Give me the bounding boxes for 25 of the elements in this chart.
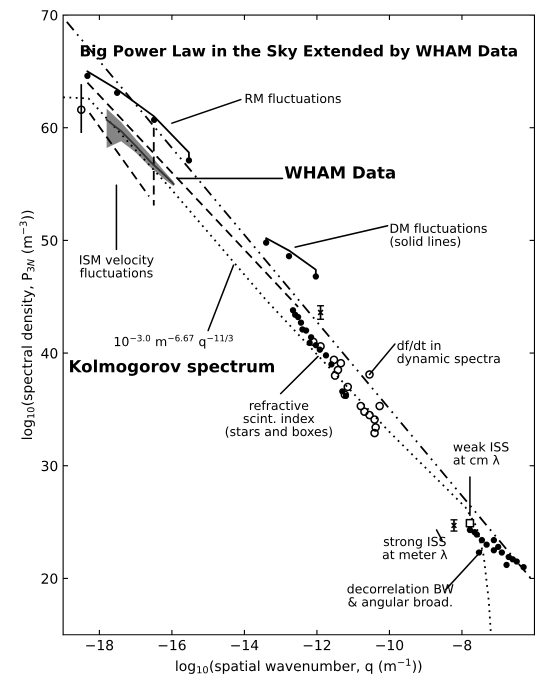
annotation: df/dt in dynamic spectra	[397, 340, 500, 366]
text: Big Power Law in the Sky Extended by WHAM Data	[80, 44, 517, 60]
annotation: DM fluctuations (solid lines)	[390, 223, 487, 248]
annotation: strong ISS at meter λ	[382, 536, 448, 560]
annotation: refractive scint. index (stars and boxes)	[226, 400, 332, 438]
y-tick-label: 70	[42, 10, 58, 21]
annotation: ISM velocity fluctuations	[80, 254, 154, 278]
y-tick-label: 50	[42, 235, 58, 246]
y-tick-label: 30	[42, 460, 58, 472]
annotation: WHAM Data	[284, 166, 395, 179]
x-tick-label: −8	[453, 640, 472, 650]
x-tick-label: −14	[231, 640, 258, 650]
y-tick-label: 20	[42, 573, 58, 584]
x-axis-title: log$_{10}$(spatial wavenumber, q (m$^{−1}$))	[176, 658, 422, 674]
annotation: Kolmogorov spectrum	[70, 360, 274, 376]
annotation: weak ISS at cm λ	[453, 442, 509, 465]
annotation: 10$^{−3.0}$ m$^{−6.67}$ q$^{−11/3}$	[114, 334, 233, 349]
x-tick-label: −10	[376, 640, 404, 650]
annotation: RM fluctuations	[246, 94, 341, 104]
y-tick-label: 40	[41, 348, 58, 359]
x-tick-label: −12	[304, 640, 330, 650]
x-tick-label: −16	[158, 640, 186, 650]
y-tick-label: 60	[42, 122, 58, 134]
x-tick-label: −18	[86, 640, 114, 650]
y-axis-title: log$_{10}$(spectral density, P$_{3N}$ (m$^{−3}$))	[19, 210, 35, 440]
